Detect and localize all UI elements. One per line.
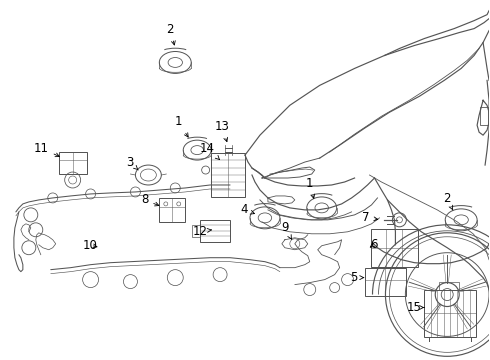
Bar	[370, 229, 418, 267]
Bar	[211, 153, 245, 197]
Bar	[159, 198, 185, 222]
Bar	[365, 268, 406, 296]
Text: 4: 4	[241, 203, 254, 216]
Bar	[439, 282, 459, 289]
Text: 11: 11	[34, 141, 59, 157]
Text: 2: 2	[167, 23, 175, 45]
Text: 13: 13	[215, 120, 229, 141]
Text: 2: 2	[443, 192, 453, 210]
Text: 1: 1	[306, 177, 315, 198]
Text: 6: 6	[370, 238, 377, 251]
Text: 14: 14	[200, 141, 220, 159]
Bar	[424, 289, 476, 337]
Bar	[59, 152, 87, 174]
Bar	[480, 107, 488, 125]
Text: 9: 9	[281, 221, 292, 239]
Text: 1: 1	[174, 115, 188, 137]
Text: 8: 8	[141, 193, 159, 206]
Bar	[192, 225, 200, 237]
Text: 10: 10	[83, 239, 98, 252]
Text: 3: 3	[126, 156, 138, 170]
Text: 15: 15	[406, 301, 424, 314]
Text: 5: 5	[350, 271, 364, 284]
Bar	[200, 220, 230, 242]
Text: 7: 7	[362, 211, 378, 224]
Text: 12: 12	[193, 225, 211, 238]
